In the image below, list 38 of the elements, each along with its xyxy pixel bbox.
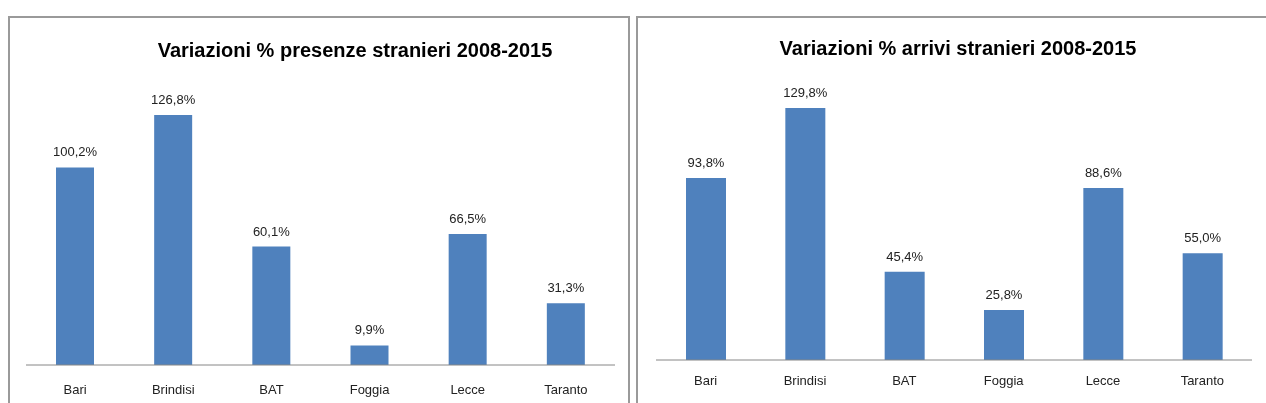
data-label: 66,5% [449,210,487,226]
data-label: 55,0% [1184,230,1222,246]
x-tick-label: Bari [63,382,87,398]
chart-title: Variazioni % arrivi stranieri 2008-2015 [778,37,1138,60]
bar [686,177,726,360]
bar [448,233,487,365]
data-label: 25,8% [985,286,1023,302]
bar [884,271,925,360]
bar [984,309,1024,360]
data-label: 60,1% [252,223,291,239]
x-tick-label: Brindisi [783,373,827,389]
x-tick-label: Lecce [450,382,486,398]
data-label: 45,4% [886,248,924,264]
x-tick-label: Taranto [544,382,588,398]
bar [56,167,94,365]
x-tick-label: Bari [694,373,718,389]
data-label: 9,9% [354,322,385,338]
bar [252,246,291,365]
bar [1182,253,1223,360]
data-label: 100,2% [52,144,98,160]
data-label: 126,8% [151,92,196,107]
x-tick-label: Brindisi [151,382,195,398]
bar [1083,187,1124,360]
x-tick-label: BAT [259,382,284,398]
bar [154,115,193,365]
bar [546,303,585,365]
chart-title: Variazioni % presenze stranieri 2008-2015 [156,39,554,62]
x-tick-label: Foggia [983,373,1025,389]
data-label: 31,3% [547,280,585,296]
x-tick-label: Lecce [1085,373,1121,389]
bar [350,345,389,365]
x-tick-label: Foggia [349,382,391,398]
x-tick-label: Taranto [1180,373,1225,389]
data-label: 93,8% [687,154,725,170]
x-tick-label: BAT [892,373,917,389]
data-label: 88,6% [1084,164,1123,180]
bar [785,108,826,360]
data-label: 129,8% [783,85,828,100]
